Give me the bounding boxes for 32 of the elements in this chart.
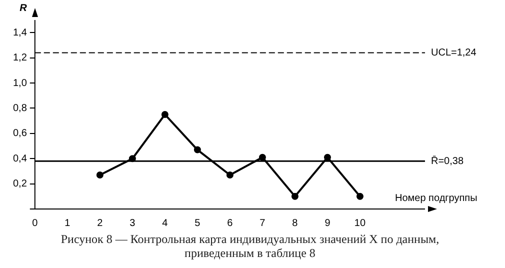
- y-tick-label: 1,4: [12, 27, 28, 38]
- x-tick-label: 9: [324, 218, 331, 229]
- point: [226, 171, 234, 178]
- x-tick-label: 8: [292, 218, 298, 229]
- x-tick-label: 5: [194, 218, 201, 229]
- point: [324, 154, 331, 161]
- ref-line-label: UCL=1,24: [431, 48, 477, 59]
- y-tick-label: 0,4: [12, 153, 28, 164]
- x-tick-label: 4: [162, 218, 168, 229]
- point: [96, 171, 104, 178]
- x-tick-label: 6: [227, 218, 234, 229]
- y-tick-label: 1,0: [12, 78, 28, 89]
- x-tick-label: 1: [64, 218, 71, 229]
- y-tick-label: 1,2: [12, 52, 28, 64]
- ref-line-label: R̄=0,38: [431, 155, 464, 167]
- x-axis-title: Номер подгруппы: [395, 192, 478, 204]
- point: [356, 192, 364, 200]
- y-tick-label: 0,6: [12, 128, 28, 140]
- y-tick-label: 0,2: [12, 178, 28, 190]
- x-tick-label: 10: [354, 218, 366, 229]
- point: [258, 154, 266, 161]
- point: [291, 192, 298, 200]
- point: [161, 111, 168, 118]
- y-axis-title: R: [20, 2, 28, 14]
- point: [194, 146, 201, 154]
- x-tick-label: 3: [130, 218, 136, 229]
- point: [128, 155, 136, 162]
- x-tick-label: 2: [97, 218, 104, 229]
- x-tick-label: 0: [32, 218, 38, 229]
- text: Рисунок 8 — Контрольная карта индивидуальных значений X по данным, приведенным в таблице 8: [60, 232, 440, 260]
- y-tick-label: 0,8: [12, 102, 28, 114]
- x-tick-label: 7: [260, 218, 266, 229]
